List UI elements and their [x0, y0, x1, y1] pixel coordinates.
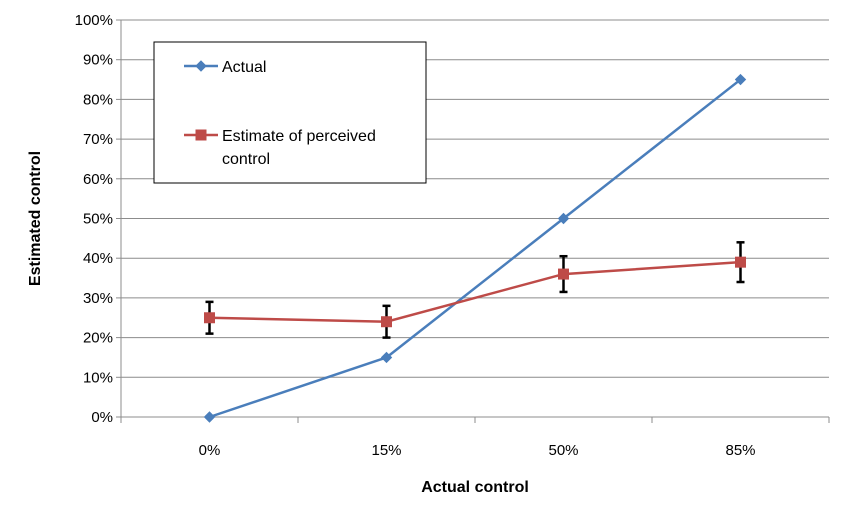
marker-square — [195, 129, 207, 141]
y-tick-label: 100% — [75, 12, 113, 29]
x-tick-label: 0% — [199, 442, 221, 459]
y-tick-label: 30% — [83, 290, 113, 307]
x-tick-label: 50% — [548, 442, 578, 459]
x-tick-label: 85% — [725, 442, 755, 459]
legend-label: Estimate of perceived control — [222, 128, 376, 168]
marker-square — [204, 312, 215, 324]
legend-box — [153, 41, 427, 184]
y-tick-label: 20% — [83, 330, 113, 347]
marker-square — [381, 316, 392, 328]
x-tick-label: 15% — [371, 442, 401, 459]
marker-diamond — [557, 212, 570, 225]
y-tick-label: 80% — [83, 91, 113, 108]
series-line — [209, 260, 741, 323]
legend-label: Actual — [222, 59, 266, 76]
marker-diamond — [203, 411, 216, 423]
marker-square — [735, 256, 746, 268]
series-line — [209, 78, 742, 419]
marker-square — [558, 268, 569, 280]
x-axis-title: Actual control — [421, 479, 529, 496]
y-tick-label: 40% — [83, 250, 113, 267]
marker-diamond — [380, 351, 393, 364]
y-tick-label: 10% — [83, 369, 113, 386]
y-tick-label: 90% — [83, 52, 113, 69]
y-axis-title: Estimated control — [27, 151, 44, 286]
marker-diamond — [195, 60, 207, 72]
marker-diamond — [734, 73, 747, 86]
y-tick-label: 50% — [83, 211, 113, 228]
y-tick-label: 0% — [91, 409, 113, 426]
y-tick-label: 60% — [83, 171, 113, 188]
y-tick-label: 70% — [83, 131, 113, 148]
